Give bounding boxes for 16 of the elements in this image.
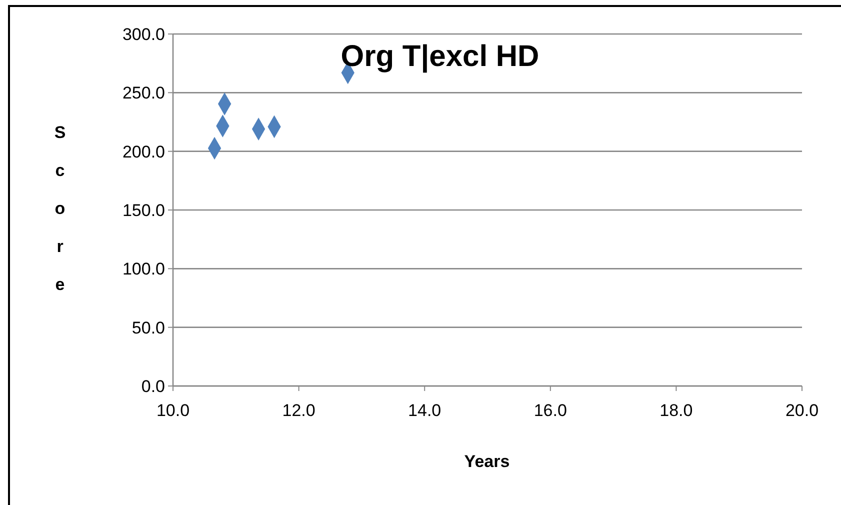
y-tick-label: 150.0 (122, 200, 165, 220)
x-axis-title: Years (464, 452, 510, 471)
y-tick-label: 50.0 (132, 318, 165, 338)
y-tick-label: 300.0 (122, 24, 165, 44)
x-tick-label: 16.0 (534, 401, 567, 420)
y-tick-label: 100.0 (122, 260, 165, 279)
x-tick-label: 12.0 (282, 401, 316, 420)
y-tick-label: 200.0 (122, 142, 165, 162)
x-tick-label: 10.0 (156, 401, 190, 420)
chart-title: Org T|excl HD (340, 40, 540, 73)
y-tick-label: 250.0 (122, 84, 165, 103)
y-axis-title: Score (54, 123, 66, 294)
x-tick-label: 14.0 (408, 401, 442, 420)
x-tick-label: 20.0 (785, 401, 819, 420)
x-tick-label: 18.0 (660, 401, 693, 420)
y-tick-label: 0.0 (141, 376, 165, 396)
